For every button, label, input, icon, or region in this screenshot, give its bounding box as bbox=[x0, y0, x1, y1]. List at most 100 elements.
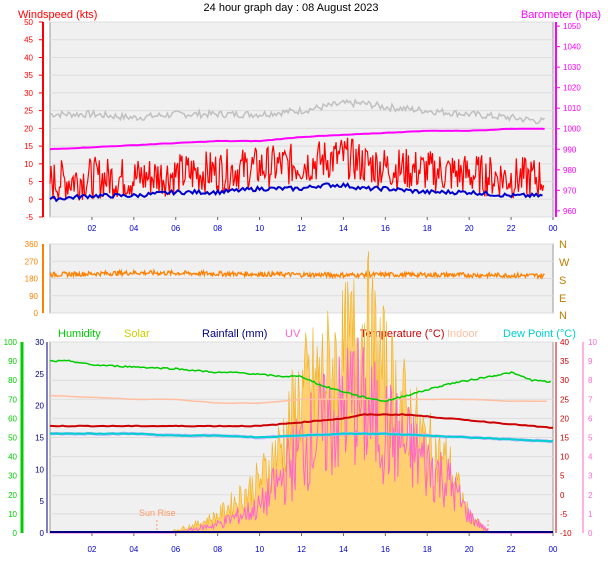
humidity-tick-label: 20 bbox=[8, 491, 17, 500]
left-tick-label: 10 bbox=[24, 160, 33, 169]
x-tick-label: 20 bbox=[465, 224, 474, 233]
uv-tick-label: 10 bbox=[588, 338, 597, 347]
compass-label: E bbox=[559, 293, 566, 305]
x-tick-label: 06 bbox=[171, 545, 180, 554]
x-tick-label: 00 bbox=[549, 545, 558, 554]
left-tick-label: 25 bbox=[24, 107, 33, 116]
temp-tick-label: 25 bbox=[560, 395, 569, 404]
x-tick-label: 12 bbox=[297, 545, 306, 554]
series-indoor bbox=[49, 394, 547, 405]
plot-area bbox=[49, 21, 554, 218]
rain-tick-label: 10 bbox=[35, 465, 44, 474]
series-temperature bbox=[49, 413, 554, 429]
x-tick-label: 18 bbox=[423, 224, 432, 233]
right-tick-label: 1050 bbox=[563, 22, 581, 31]
series-wind-direction bbox=[49, 268, 545, 281]
rain-tick-label: 0 bbox=[40, 529, 45, 538]
right-tick-label: 970 bbox=[563, 186, 577, 195]
x-tick-label: 04 bbox=[129, 545, 138, 554]
right-tick-label: 990 bbox=[563, 145, 577, 154]
right-tick-label: 1030 bbox=[563, 63, 581, 72]
x-tick-label: 20 bbox=[465, 545, 474, 554]
left-tick-label: 45 bbox=[24, 36, 33, 45]
x-tick-label: 10 bbox=[255, 545, 264, 554]
compass-label: N bbox=[559, 310, 567, 322]
rain-tick-label: 25 bbox=[35, 370, 44, 379]
humidity-tick-label: 100 bbox=[4, 338, 18, 347]
x-tick-label: 10 bbox=[255, 224, 264, 233]
humidity-tick-label: 50 bbox=[8, 434, 17, 443]
compass-label: W bbox=[559, 257, 570, 269]
dir-tick-label: 180 bbox=[25, 275, 39, 284]
uv-tick-label: 6 bbox=[588, 414, 593, 423]
temp-tick-label: 0 bbox=[560, 491, 565, 500]
dir-tick-label: 90 bbox=[29, 292, 38, 301]
temp-tick-label: -5 bbox=[560, 510, 568, 519]
rain-tick-label: 20 bbox=[35, 402, 44, 411]
x-tick-label: 06 bbox=[171, 224, 180, 233]
series-average bbox=[49, 181, 543, 203]
temp-tick-label: 35 bbox=[560, 357, 569, 366]
humidity-tick-label: 40 bbox=[8, 453, 17, 462]
left-tick-label: 0 bbox=[29, 195, 34, 204]
temp-tick-label: 10 bbox=[560, 453, 569, 462]
left-tick-label: 30 bbox=[24, 89, 33, 98]
x-tick-label: 08 bbox=[213, 545, 222, 554]
uv-tick-label: 2 bbox=[588, 491, 593, 500]
legend-entry: Indoor bbox=[447, 328, 479, 340]
left-tick-label: -5 bbox=[26, 213, 34, 222]
right-tick-label: 1040 bbox=[563, 43, 581, 52]
x-tick-label: 16 bbox=[381, 545, 390, 554]
legend-entry: Humidity bbox=[58, 328, 101, 340]
x-tick-label: 00 bbox=[549, 224, 558, 233]
left-tick-label: 40 bbox=[24, 53, 33, 62]
right-tick-label: 960 bbox=[563, 207, 577, 216]
right-tick-label: 980 bbox=[563, 166, 577, 175]
uv-tick-label: 3 bbox=[588, 472, 593, 481]
rain-tick-label: 15 bbox=[35, 434, 44, 443]
legend-entry: Rainfall (mm) bbox=[202, 328, 267, 340]
legend-entry: Dew Point (°C) bbox=[503, 328, 576, 340]
temp-tick-label: 15 bbox=[560, 434, 569, 443]
humidity-tick-label: 80 bbox=[8, 376, 17, 385]
x-tick-label: 22 bbox=[507, 224, 516, 233]
legend-entry: UV bbox=[285, 328, 301, 340]
chart-title: 24 hour graph day : 08 August 2023 bbox=[204, 2, 379, 14]
x-tick-label: 12 bbox=[297, 224, 306, 233]
x-tick-label: 16 bbox=[381, 224, 390, 233]
uv-tick-label: 4 bbox=[588, 453, 593, 462]
temp-tick-label: 20 bbox=[560, 414, 569, 423]
humidity-tick-label: 70 bbox=[8, 395, 17, 404]
right-tick-label: 1020 bbox=[563, 84, 581, 93]
legend-entry: Solar bbox=[124, 328, 150, 340]
right-axis-label: Barometer (hpa) bbox=[521, 9, 601, 21]
x-tick-label: 14 bbox=[339, 545, 348, 554]
humidity-tick-label: 10 bbox=[8, 510, 17, 519]
temp-tick-label: 40 bbox=[560, 338, 569, 347]
humidity-tick-label: 30 bbox=[8, 472, 17, 481]
uv-tick-label: 5 bbox=[588, 434, 593, 443]
left-tick-label: 50 bbox=[24, 18, 33, 27]
uv-tick-label: 1 bbox=[588, 510, 593, 519]
uv-tick-label: 0 bbox=[588, 529, 593, 538]
left-tick-label: 20 bbox=[24, 124, 33, 133]
humidity-tick-label: 90 bbox=[8, 357, 17, 366]
rain-tick-label: 30 bbox=[35, 338, 44, 347]
uv-tick-label: 8 bbox=[588, 376, 593, 385]
compass-label: S bbox=[559, 275, 566, 287]
x-tick-label: 02 bbox=[87, 545, 96, 554]
series-windspeed bbox=[49, 137, 545, 201]
x-tick-label: 04 bbox=[129, 224, 138, 233]
left-tick-label: 35 bbox=[24, 71, 33, 80]
right-tick-label: 1000 bbox=[563, 125, 581, 134]
temp-tick-label: -10 bbox=[560, 529, 572, 538]
dir-tick-label: 360 bbox=[25, 240, 39, 249]
humidity-tick-label: 60 bbox=[8, 414, 17, 423]
x-tick-label: 08 bbox=[213, 224, 222, 233]
x-tick-label: 22 bbox=[507, 545, 516, 554]
left-axis-label: Windspeed (kts) bbox=[18, 9, 97, 21]
dir-tick-label: 0 bbox=[34, 309, 39, 318]
